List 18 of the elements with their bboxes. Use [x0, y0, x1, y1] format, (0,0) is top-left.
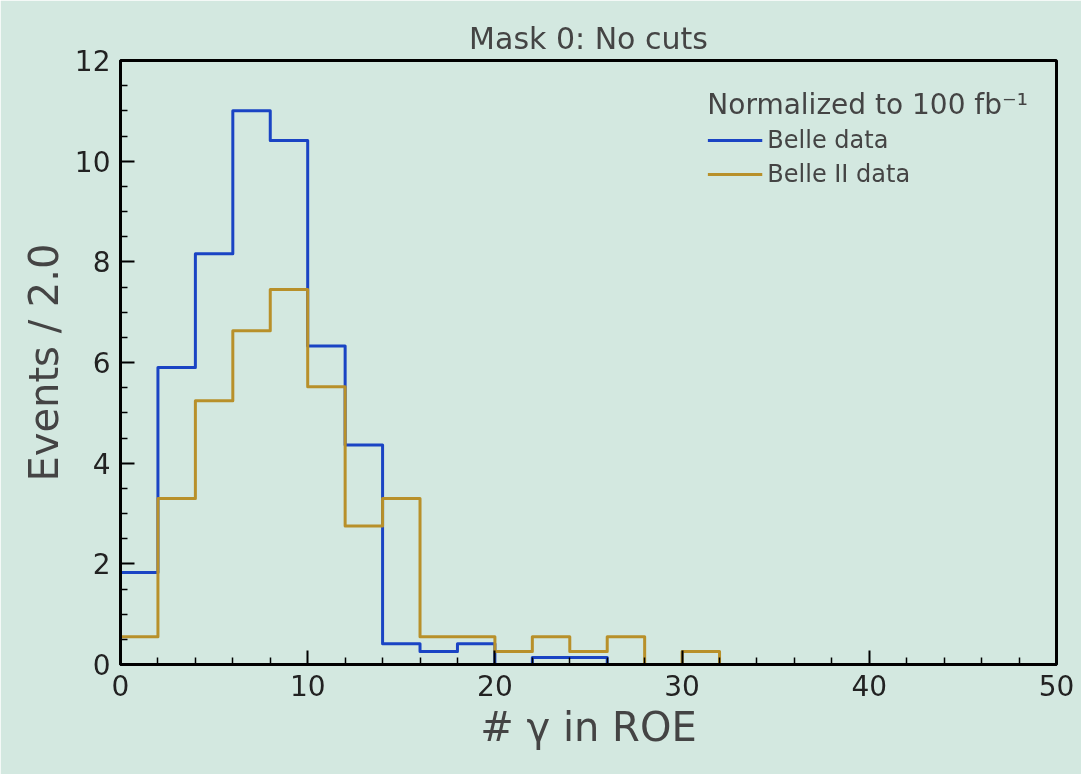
x-tick-label: 30	[664, 669, 700, 703]
legend-title: Normalized to 100 fb⁻¹	[707, 88, 1028, 121]
x-tick-label: 10	[289, 669, 326, 703]
y-tick-label: 4	[92, 447, 111, 481]
chart-title: Mask 0: No cuts	[469, 20, 708, 56]
y-tick-label: 0	[92, 649, 111, 682]
x-tick-label: 40	[851, 669, 888, 703]
x-tick-label: 20	[477, 669, 513, 703]
x-tick-label: 50	[1038, 669, 1075, 703]
y-tick-label: 8	[92, 246, 111, 280]
x-axis-title: # γ in ROE	[480, 703, 697, 750]
y-tick-label: 10	[74, 145, 111, 179]
y-tick-label: 2	[92, 548, 111, 582]
y-tick-label: 12	[74, 45, 111, 78]
y-tick-label: 6	[92, 347, 111, 380]
legend-label: Belle data	[767, 126, 889, 154]
y-axis-title: Events / 2.0	[20, 243, 67, 482]
legend-label: Belle II data	[767, 160, 911, 188]
